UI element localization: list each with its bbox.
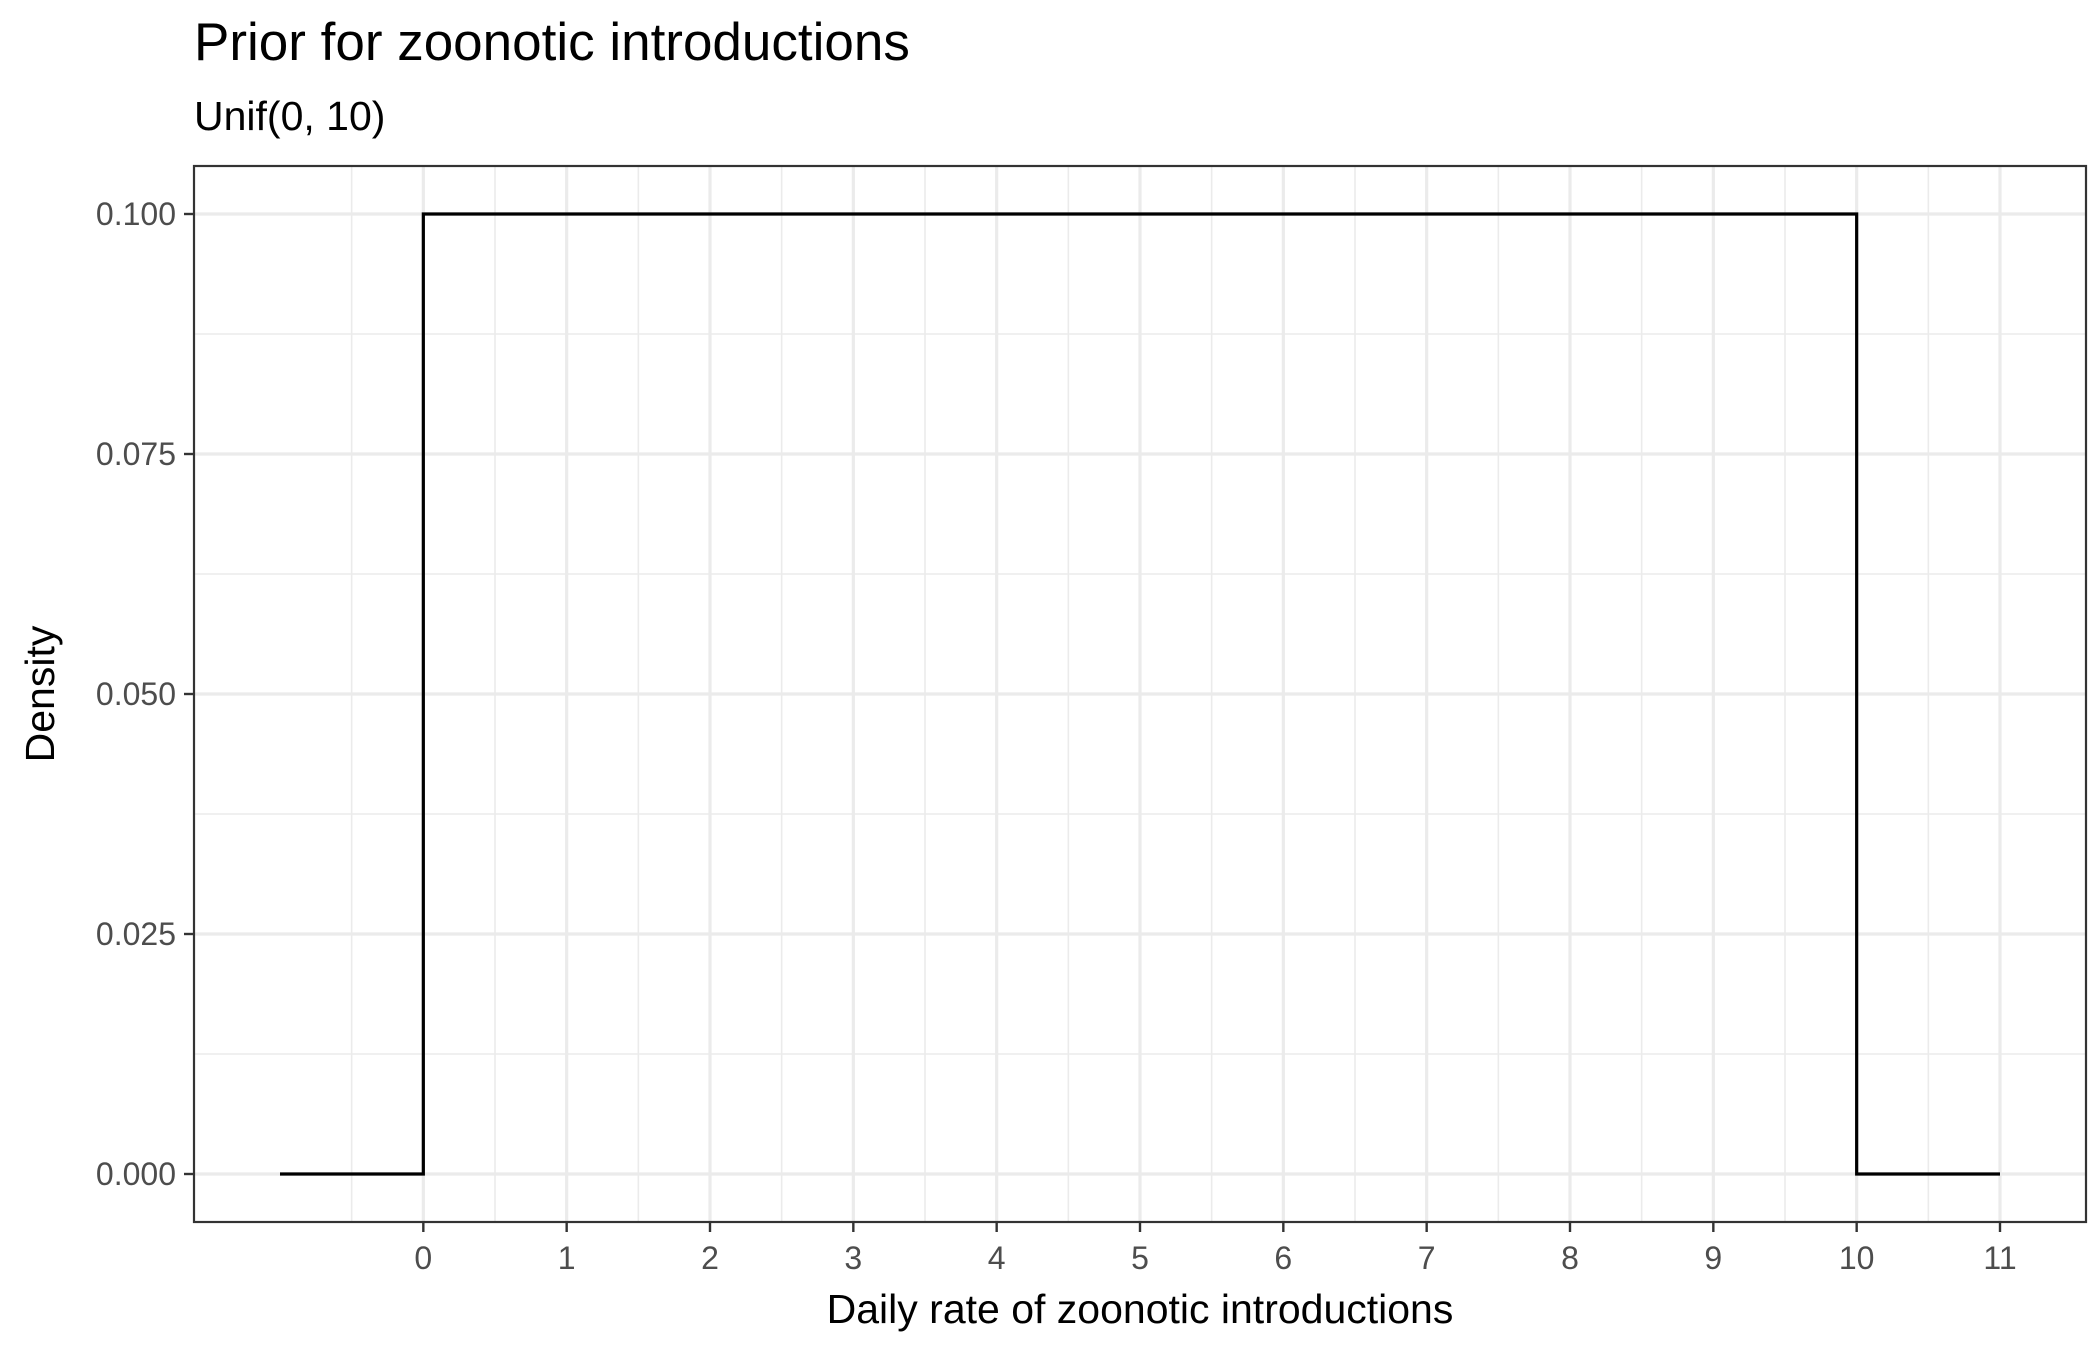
x-tick-label: 10 <box>1839 1240 1875 1276</box>
y-tick-label: 0.100 <box>96 196 176 232</box>
density-line-series <box>280 212 2000 1176</box>
y-tick-label: 0.025 <box>96 916 176 952</box>
x-axis-title: Daily rate of zoonotic introductions <box>827 1286 1454 1332</box>
x-tick-label: 0 <box>414 1240 432 1276</box>
y-tick-label: 0.000 <box>96 1156 176 1192</box>
y-tick-label: 0.050 <box>96 676 176 712</box>
x-tick-label: 1 <box>558 1240 576 1276</box>
x-tick-label: 6 <box>1274 1240 1292 1276</box>
x-tick-label: 4 <box>988 1240 1006 1276</box>
x-tick-label: 5 <box>1131 1240 1149 1276</box>
x-tick-label: 11 <box>1983 1240 2016 1276</box>
x-tick-label: 3 <box>844 1240 862 1276</box>
chart-title: Prior for zoonotic introductions <box>194 13 910 72</box>
x-tick-label: 9 <box>1704 1240 1722 1276</box>
y-axis: 0.000 0.025 0.050 0.075 0.100 <box>96 196 194 1192</box>
y-axis-title: Density <box>17 625 63 762</box>
x-axis: 0 1 2 3 4 5 6 7 8 9 10 11 <box>414 1222 2017 1276</box>
x-tick-label: 2 <box>701 1240 719 1276</box>
chart-subtitle: Unif(0, 10) <box>194 93 385 139</box>
major-gridlines <box>194 166 2086 1222</box>
x-tick-label: 7 <box>1418 1240 1436 1276</box>
x-tick-label: 8 <box>1561 1240 1579 1276</box>
y-tick-label: 0.075 <box>96 436 176 472</box>
